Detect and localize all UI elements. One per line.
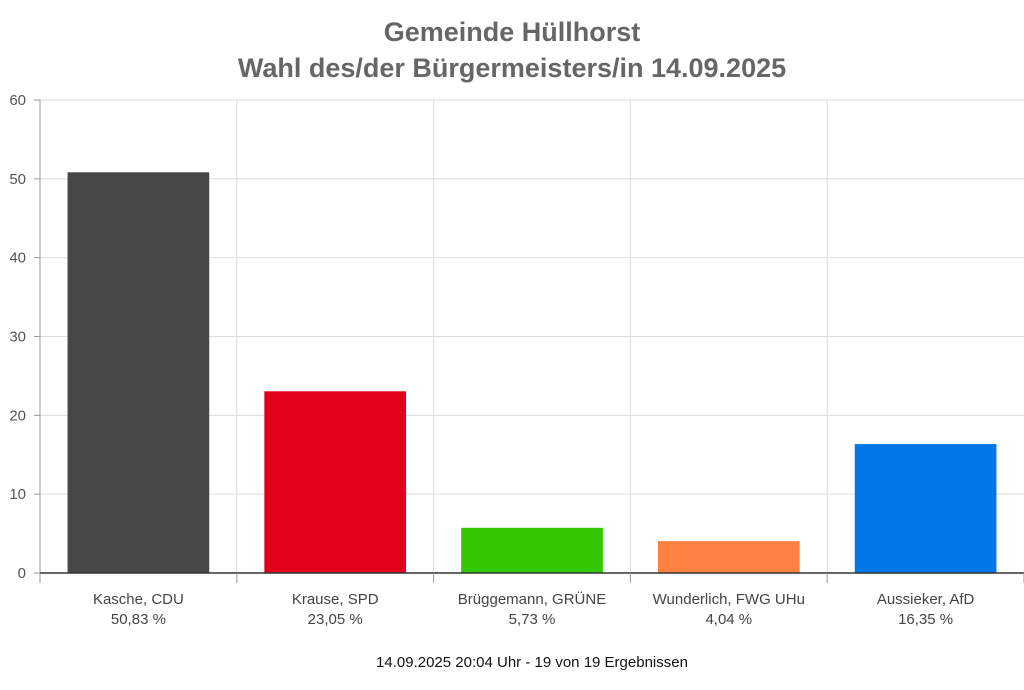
axes: 0 10 20 30 40 50 60: [9, 92, 1024, 583]
y-tick-label: 40: [9, 250, 26, 267]
y-tick-label: 20: [9, 407, 26, 424]
value-label: 4,04 %: [705, 611, 752, 628]
value-label: 50,83 %: [111, 611, 166, 628]
bar: [657, 541, 800, 573]
category-label: Kasche, CDU: [93, 591, 184, 608]
y-tick-label: 50: [9, 171, 26, 188]
y-tick-label: 30: [9, 329, 26, 346]
category-label: Krause, SPD: [292, 591, 379, 608]
bar: [264, 391, 407, 573]
category-labels: Kasche, CDU 50,83 % Krause, SPD 23,05 % Brüg…: [93, 590, 975, 628]
value-label: 5,73 %: [509, 611, 556, 628]
y-tick-label: 60: [9, 92, 26, 109]
y-tick-label: 10: [9, 486, 26, 503]
category-label: Aussieker, AfD: [877, 591, 975, 608]
bar: [854, 444, 997, 573]
chart-subtitle: Wahl des/der Bürgermeisters/in 14.09.202…: [238, 53, 786, 83]
chart-title: Gemeinde Hüllhorst: [384, 17, 641, 47]
category-label: Brüggemann, GRÜNE: [458, 590, 606, 608]
bar: [67, 172, 210, 573]
bars: [67, 172, 997, 573]
value-label: 23,05 %: [308, 611, 363, 628]
y-tick-label: 0: [18, 565, 26, 582]
category-label: Wunderlich, FWG UHu: [653, 591, 805, 608]
bar: [461, 527, 603, 573]
value-label: 16,35 %: [898, 611, 953, 628]
chart-footer: 14.09.2025 20:04 Uhr - 19 von 19 Ergebni…: [376, 654, 688, 671]
